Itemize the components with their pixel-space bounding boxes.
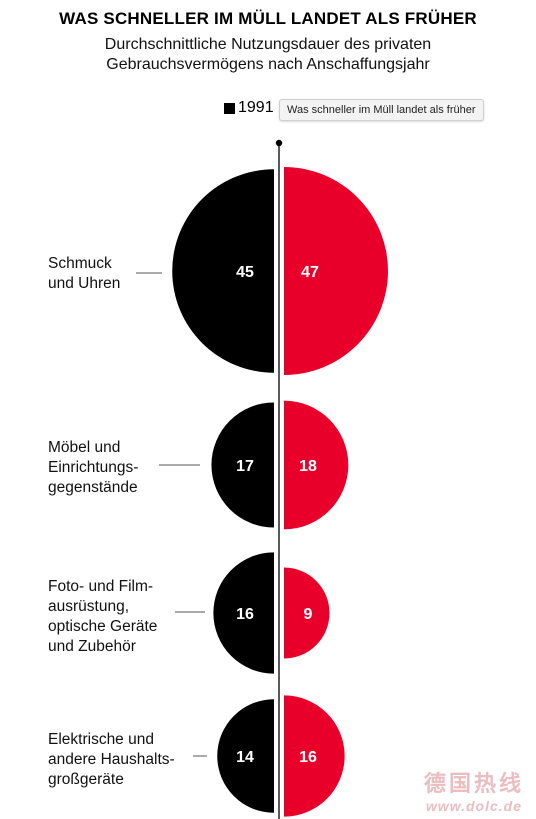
left-value-foto: 16 [236,606,254,623]
center-axis-dot [275,139,283,147]
category-label-elektrische: Elektrische und andere Haushalts- großge… [48,731,175,788]
right-value-moebel: 18 [299,458,317,475]
right-half-schmuck [284,167,388,375]
chart-title: WAS SCHNELLER IM MÜLL LANDET ALS FRÜHER [59,9,477,28]
chart-tooltip: Was schneller im Müll landet als früher [279,99,484,121]
left-half-foto [213,552,274,674]
right-value-elektrische: 16 [299,749,317,766]
watermark-url: www.dolc.de [425,798,523,814]
subtitle-line-1: Durchschnittliche Nutzungsdauer des priv… [104,36,432,53]
watermark-text: 德国热线 [423,771,524,796]
category-label-foto: Foto- und Film- ausrüstung, optische Ger… [48,578,158,655]
legend-label-1991: 1991 [238,99,274,116]
right-half-elektrische [284,695,345,817]
left-value-schmuck: 45 [236,264,254,281]
left-value-elektrische: 14 [236,749,254,766]
legend-swatch-1991 [224,102,235,114]
right-value-schmuck: 47 [301,264,319,281]
watermark: 德国热线 www.dolc.de [418,766,530,814]
left-value-moebel: 17 [236,458,254,475]
right-half-foto [284,567,330,659]
chart-subtitle: Durchschnittliche Nutzungsdauer des priv… [0,35,536,75]
right-value-foto: 9 [304,606,313,623]
legend: 1991 [224,98,274,118]
category-label-schmuck: Schmuck und Uhren [48,255,121,292]
left-half-moebel [211,402,274,528]
left-half-schmuck [172,169,274,373]
subtitle-line-2: Gebrauchsvermögens nach Anschaffungsjahr [106,56,430,73]
category-label-moebel: Möbel und Einrichtungs- gegenstände [48,439,139,496]
right-half-moebel [284,400,349,530]
left-half-elektrische [217,699,274,813]
